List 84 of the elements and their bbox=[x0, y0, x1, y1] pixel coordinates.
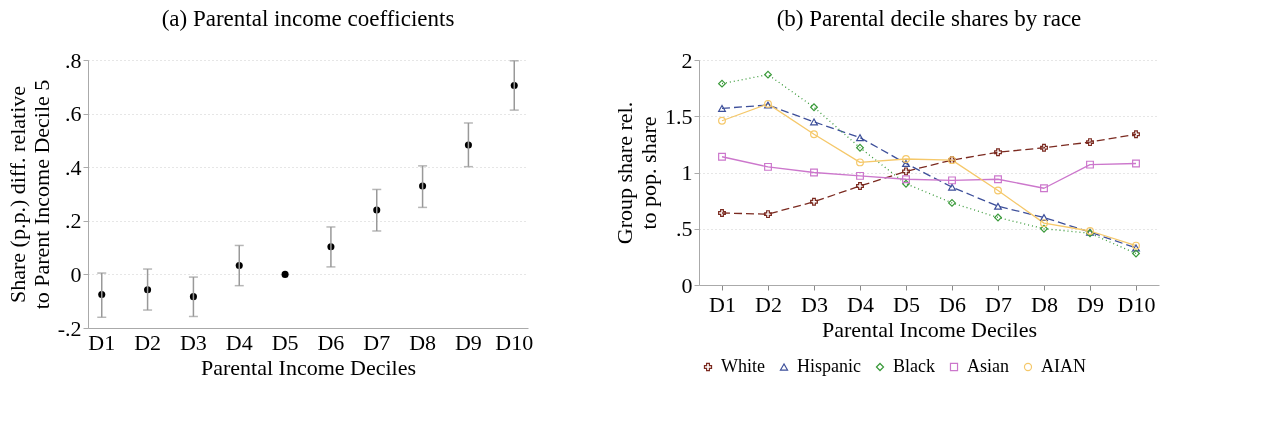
legend-label: AIAN bbox=[1041, 356, 1086, 376]
point bbox=[718, 79, 726, 88]
x-tick-label: D6 bbox=[317, 329, 345, 355]
y-tick-label: .8 bbox=[65, 47, 82, 73]
point bbox=[1086, 138, 1094, 147]
y-tick-label: .6 bbox=[65, 101, 82, 127]
x-tick-label: D3 bbox=[179, 329, 207, 355]
x-tick-label: D2 bbox=[134, 329, 162, 355]
point bbox=[718, 209, 726, 217]
chart-title: (b) Parental decile shares by race bbox=[776, 6, 1082, 31]
x-tick-label: D4 bbox=[225, 329, 253, 355]
x-tick-label: D1 bbox=[88, 329, 116, 355]
x-tick-label: D6 bbox=[939, 291, 966, 317]
point bbox=[1132, 249, 1140, 258]
point bbox=[994, 175, 1002, 184]
point bbox=[856, 143, 864, 152]
y-axis-title: Group share rel. to pop. share bbox=[612, 101, 661, 245]
x-tick-label: D7 bbox=[363, 329, 391, 355]
legend-label: White bbox=[721, 356, 765, 376]
point bbox=[810, 103, 818, 112]
point bbox=[764, 162, 772, 171]
point bbox=[948, 183, 956, 191]
point bbox=[764, 210, 772, 219]
point bbox=[1040, 184, 1048, 193]
point bbox=[1132, 159, 1140, 168]
legend-label: Hispanic bbox=[797, 356, 861, 376]
point bbox=[994, 213, 1002, 222]
legend-label: Black bbox=[893, 356, 935, 376]
x-tick-label: D4 bbox=[847, 291, 874, 317]
point bbox=[902, 175, 910, 184]
point bbox=[1040, 219, 1048, 228]
x-tick-label: D8 bbox=[1031, 291, 1058, 317]
x-tick-label: D10 bbox=[495, 329, 534, 355]
point bbox=[902, 167, 910, 176]
point bbox=[764, 70, 772, 79]
y-tick-label: 1.5 bbox=[665, 103, 693, 129]
y-tick-label: 0 bbox=[70, 261, 82, 287]
point bbox=[718, 104, 726, 112]
point bbox=[856, 134, 864, 142]
point bbox=[902, 160, 910, 168]
x-tick-label: D1 bbox=[709, 291, 736, 317]
y-tick-label: 2 bbox=[681, 47, 693, 73]
x-tick-label: D5 bbox=[271, 329, 299, 355]
x-tick-label: D10 bbox=[1117, 291, 1156, 317]
y-axis-title: Share (p.p.) diff. relative to Parent Income Decile 5 bbox=[4, 79, 54, 310]
y-tick-label: .2 bbox=[65, 208, 82, 234]
y-tick-label: 1 bbox=[681, 160, 693, 185]
point bbox=[856, 182, 864, 190]
point bbox=[902, 179, 910, 188]
point bbox=[1040, 143, 1048, 152]
point bbox=[994, 186, 1002, 195]
x-tick-label: D8 bbox=[409, 329, 437, 355]
chart-title: (a) Parental income coefficients bbox=[161, 6, 455, 31]
point bbox=[810, 168, 818, 177]
x-tick-label: D9 bbox=[454, 329, 482, 355]
y-tick-label: 0 bbox=[681, 272, 693, 298]
x-tick-label: D3 bbox=[801, 291, 828, 317]
point bbox=[948, 198, 956, 207]
point bbox=[994, 202, 1002, 210]
point bbox=[856, 158, 864, 167]
y-tick-label: .4 bbox=[65, 154, 82, 180]
point bbox=[1086, 160, 1094, 169]
point bbox=[281, 270, 289, 278]
point bbox=[902, 155, 910, 163]
x-tick-label: D9 bbox=[1077, 291, 1104, 317]
y-tick-label: -.2 bbox=[57, 315, 82, 341]
x-tick-label: D5 bbox=[893, 291, 920, 317]
point bbox=[856, 171, 864, 180]
point bbox=[1040, 214, 1048, 222]
point bbox=[810, 197, 818, 206]
x-axis-title: Parental Income Deciles bbox=[821, 316, 1038, 342]
x-tick-label: D2 bbox=[755, 291, 782, 317]
point bbox=[718, 116, 726, 125]
point bbox=[948, 176, 956, 185]
x-tick-label: D7 bbox=[985, 291, 1012, 317]
x-axis-title: Parental Income Deciles bbox=[200, 354, 417, 380]
legend-label: Asian bbox=[967, 356, 1009, 376]
point bbox=[1040, 224, 1048, 233]
point bbox=[810, 130, 818, 139]
point bbox=[718, 152, 726, 161]
point bbox=[810, 118, 818, 126]
y-tick-label: .5 bbox=[676, 216, 693, 242]
point bbox=[1132, 130, 1140, 139]
point bbox=[994, 148, 1002, 157]
